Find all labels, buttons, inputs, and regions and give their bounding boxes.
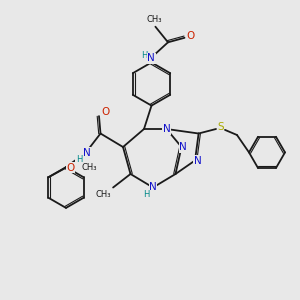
Text: N: N <box>147 53 155 63</box>
Text: O: O <box>186 31 195 41</box>
Text: N: N <box>83 148 91 158</box>
Text: CH₃: CH₃ <box>146 15 162 24</box>
Text: CH₃: CH₃ <box>81 163 97 172</box>
Text: N: N <box>163 124 170 134</box>
Text: H: H <box>76 154 82 164</box>
Text: O: O <box>66 163 74 173</box>
Text: H: H <box>141 51 148 60</box>
Text: S: S <box>217 122 224 133</box>
Text: N: N <box>194 155 201 166</box>
Text: CH₃: CH₃ <box>96 190 111 199</box>
Text: H: H <box>143 190 150 199</box>
Text: O: O <box>101 106 109 117</box>
Text: N: N <box>149 182 157 193</box>
Text: N: N <box>179 142 187 152</box>
